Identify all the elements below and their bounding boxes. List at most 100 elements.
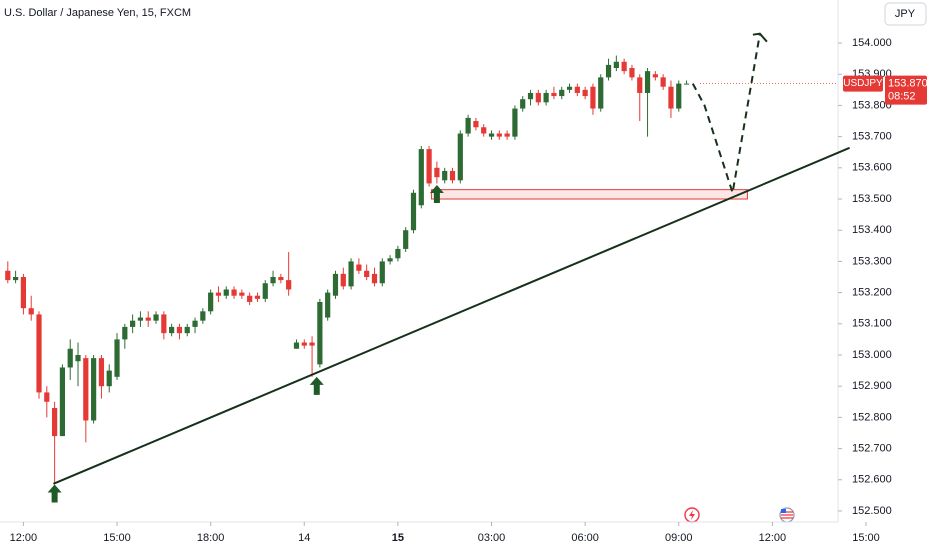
candle-body (36, 314, 42, 393)
y-tick-label: 153.300 (852, 255, 892, 267)
candle-body (481, 127, 487, 134)
candle-body (91, 358, 97, 421)
candle-body (231, 289, 237, 296)
candle-body (200, 311, 206, 321)
candle-body (590, 86, 596, 109)
candle-body (535, 92, 541, 103)
y-tick-label: 153.700 (852, 131, 892, 143)
candle-body (169, 326, 175, 334)
candle-body (301, 342, 307, 346)
candle-body (161, 314, 167, 334)
candle-body (325, 292, 331, 318)
x-tick-label: 15:00 (103, 532, 131, 544)
candle-body (457, 133, 463, 181)
candle-body (426, 149, 432, 184)
candle-body (356, 264, 362, 271)
candle-body (317, 301, 323, 365)
candle-body (668, 86, 674, 109)
candle-body (551, 92, 557, 97)
candle-body (410, 192, 417, 231)
candle-body (418, 149, 424, 206)
currency-label[interactable]: JPY (895, 8, 916, 20)
candle-body (613, 61, 619, 69)
candle-body (75, 354, 81, 362)
candle-body (208, 292, 214, 312)
candle-body (44, 392, 50, 402)
candle-body (637, 77, 643, 93)
candle-body (465, 117, 471, 134)
candle-body (247, 295, 253, 302)
candle-body (83, 358, 89, 421)
candle-body (527, 92, 534, 100)
candle-body (262, 283, 268, 299)
candle-body (504, 133, 510, 137)
up-arrow (47, 484, 62, 503)
up-arrow (309, 376, 324, 395)
candle-body (5, 270, 11, 281)
candle-body (340, 273, 346, 287)
currency-button[interactable] (884, 2, 927, 26)
projection-path (691, 33, 761, 194)
candle-body (137, 317, 144, 321)
candle-body (496, 133, 502, 137)
symbol-badge (843, 75, 883, 92)
candle-body (348, 261, 354, 287)
x-tick-label: 09:00 (665, 532, 693, 544)
candle-body (387, 258, 393, 262)
candle-body (28, 308, 34, 315)
y-tick-label: 152.900 (852, 380, 892, 392)
y-tick-label: 153.200 (852, 287, 892, 299)
up-arrow (429, 184, 444, 203)
candle-body (379, 261, 385, 284)
candle-body (13, 277, 19, 281)
candle-body (332, 273, 339, 296)
candle-body (364, 270, 370, 278)
candle-body (215, 292, 222, 296)
candle-body (395, 248, 401, 259)
candle-body (223, 289, 229, 296)
candle-body (153, 314, 159, 321)
candle-body (449, 170, 456, 181)
candle-body (278, 277, 284, 281)
event-icon-glyph (689, 510, 695, 520)
x-tick-label: 14 (298, 532, 310, 544)
candle-body (582, 89, 588, 97)
candle-body (434, 167, 440, 178)
candle-body (605, 64, 612, 78)
candle-body (239, 292, 245, 296)
symbol-label: USDJPY (843, 78, 883, 89)
y-tick-label: 154.000 (852, 37, 892, 49)
chart-title: U.S. Dollar / Japanese Yen, 15, FXCM (4, 7, 191, 19)
last-price-badge (885, 75, 927, 105)
x-tick-label: 12:00 (10, 532, 38, 544)
y-tick-label: 153.500 (852, 193, 892, 205)
candle-body (473, 121, 479, 128)
candle-body (403, 230, 409, 249)
candle-body (176, 326, 183, 334)
candle-body (184, 326, 190, 334)
candle-body (512, 108, 518, 137)
projection-arrowhead (752, 32, 768, 43)
candle-body (559, 89, 565, 97)
candles (5, 55, 690, 483)
candle-body (114, 339, 120, 377)
candle-body (574, 86, 580, 93)
candle-body (293, 342, 300, 349)
candle-body (543, 92, 549, 103)
y-tick-label: 153.800 (852, 99, 892, 111)
candle-body (621, 61, 627, 72)
candle-body (130, 320, 136, 327)
candle-body (683, 83, 690, 85)
candle-body (652, 74, 658, 78)
x-tick-label: 15 (392, 532, 404, 544)
candle-body (371, 273, 378, 284)
event-icon-glyph (781, 509, 786, 513)
candle-body (122, 326, 128, 340)
x-tick-label: 12:00 (759, 532, 787, 544)
candle-body (520, 99, 526, 109)
candle-body (254, 295, 261, 299)
candle-body (566, 86, 573, 90)
x-tick-label: 03:00 (478, 532, 506, 544)
